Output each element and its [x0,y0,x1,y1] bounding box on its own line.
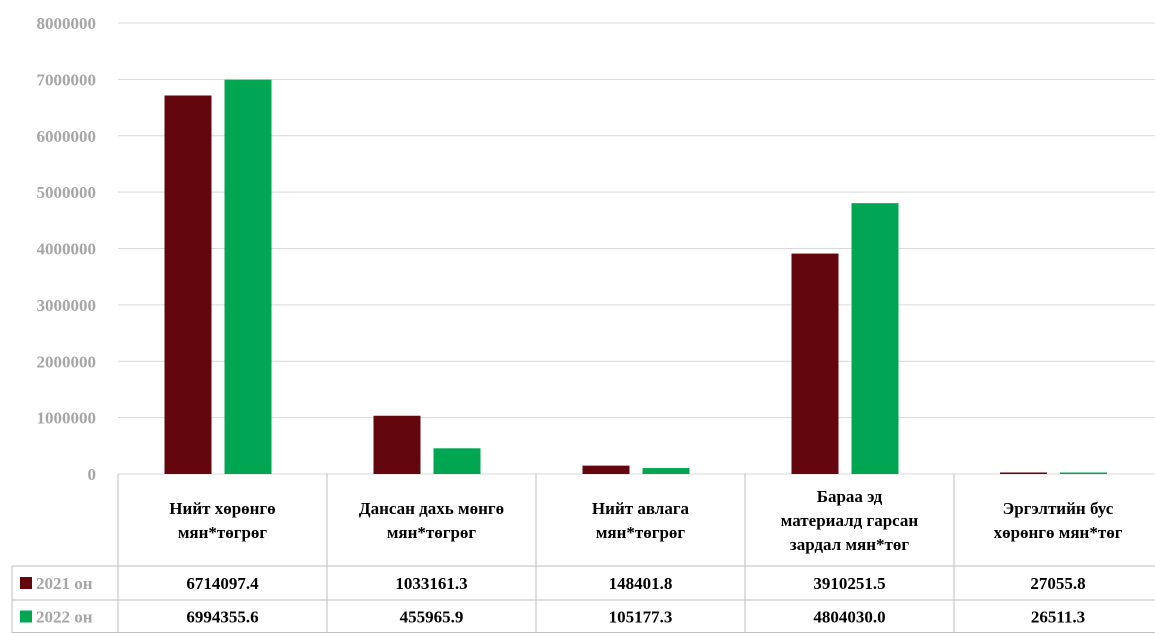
y-tick-label: 1000000 [37,409,97,428]
category-label-line: мян*төгрөг [178,523,268,542]
bar-2021-он-2 [582,465,630,474]
category-label-line: мян*төгрөг [596,523,686,542]
data-label-0-4: 27055.8 [1030,574,1085,593]
y-tick-label: 4000000 [37,240,97,259]
data-label-1-3: 4804030.0 [813,608,885,627]
bar-2021-он-3 [791,253,839,474]
category-label-line: мян*төгрөг [387,523,477,542]
category-label-0: Нийт хөрөнгө мян*төгрөг [169,499,275,542]
category-label-line: Эргэлтийн бус [1003,499,1114,518]
y-tick-label: 0 [88,465,97,484]
legend-label-0: 2021 он [36,574,93,593]
y-tick-label: 7000000 [37,70,97,89]
y-axis-ticks: 0 1000000 2000000 3000000 4000000 5000000 6000… [37,14,97,484]
category-label-3: Бараа эд материалд гарсан зардал мян*төг [781,487,919,554]
legend-key-1 [20,610,32,623]
legend-key-0 [20,577,32,589]
y-tick-label: 8000000 [37,14,97,33]
data-label-0-0: 6714097.4 [186,574,259,593]
data-label-0-3: 3910251.5 [813,574,885,593]
data-label-0-2: 148401.8 [609,574,673,593]
category-label-line: Бараа эд [817,487,883,506]
category-label-line: Нийт авлага [592,499,690,518]
bar-2021-он-1 [373,415,421,474]
gridlines [118,22,1155,475]
category-label-line: хөрөнгө мян*төг [994,523,1123,542]
category-label-2: Нийт авлага мян*төгрөг [592,499,690,542]
data-label-0-1: 1033161.3 [395,574,467,593]
category-label-line: Дансан дахь мөнгө [359,499,504,518]
y-tick-label: 3000000 [37,296,97,315]
data-label-1-2: 105177.3 [609,608,673,627]
bar-2021-он-4 [1000,472,1047,474]
bar-2022-он-0 [224,79,272,474]
bar-2022-он-3 [851,203,899,475]
y-tick-label: 6000000 [37,127,97,146]
y-tick-label: 2000000 [37,352,97,371]
category-label-4: Эргэлтийн бус хөрөнгө мян*төг [994,499,1123,542]
data-label-1-1: 455965.9 [400,608,464,627]
category-label-line: зардал мян*төг [790,535,910,554]
bar-2022-он-2 [642,468,690,474]
data-label-1-0: 6994355.6 [186,608,258,627]
category-label-1: Дансан дахь мөнгө мян*төгрөг [359,499,504,542]
data-label-1-4: 26511.3 [1031,608,1085,627]
bar-2022-он-4 [1060,472,1107,474]
bars [164,79,1107,475]
category-label-line: материалд гарсан [781,511,919,530]
bar-2021-он-0 [164,95,212,474]
legend-label-1: 2022 он [36,608,93,627]
y-tick-label: 5000000 [37,183,97,202]
bar-2022-он-1 [433,448,481,474]
data-table: Нийт хөрөнгө мян*төгрөг Дансан дахь мөнгө м… [11,474,1155,633]
category-label-line: Нийт хөрөнгө [169,499,275,518]
